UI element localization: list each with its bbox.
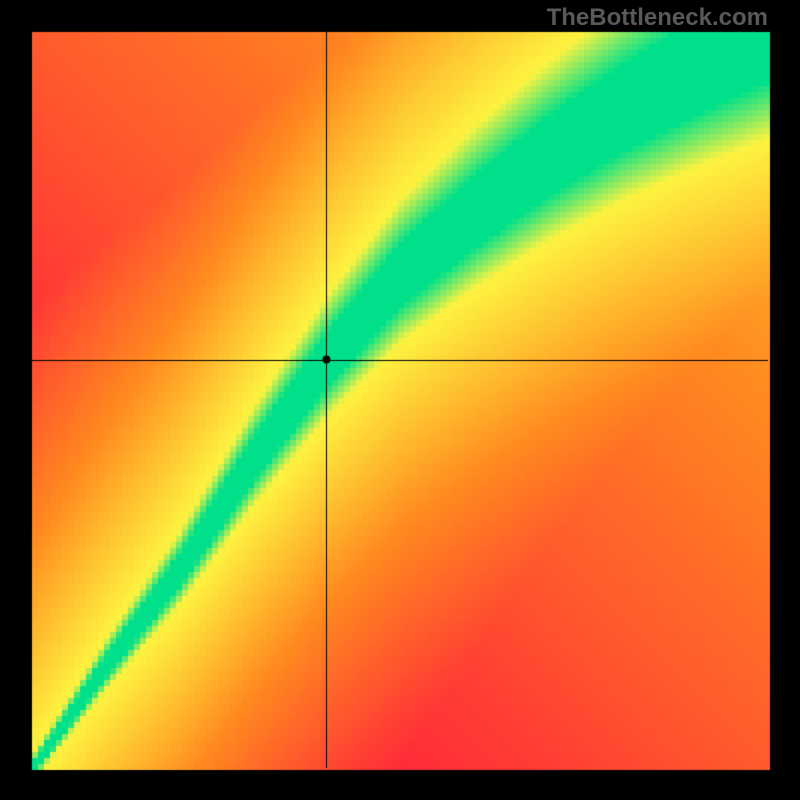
heatmap-canvas <box>0 0 800 800</box>
watermark-text: TheBottleneck.com <box>547 4 768 32</box>
